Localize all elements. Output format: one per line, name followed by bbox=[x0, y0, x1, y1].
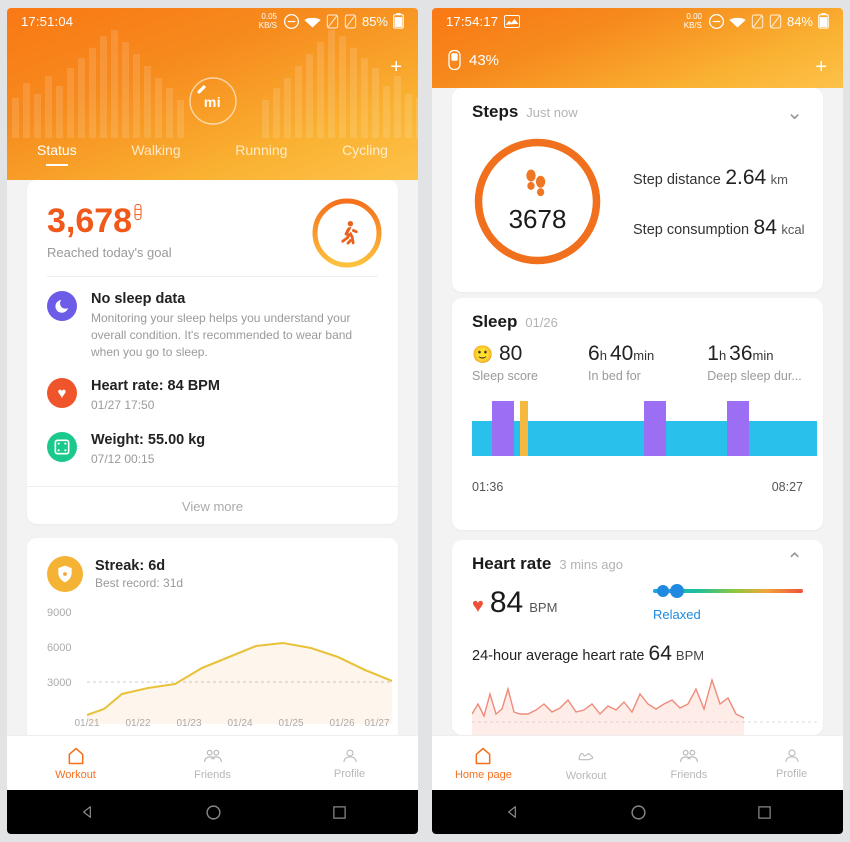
svg-text:3000: 3000 bbox=[47, 677, 71, 689]
svg-text:6000: 6000 bbox=[47, 642, 71, 654]
svg-text:9000: 9000 bbox=[47, 607, 71, 619]
svg-text:01/25: 01/25 bbox=[278, 718, 303, 728]
svg-text:01/23: 01/23 bbox=[176, 718, 201, 728]
svg-text:01/26: 01/26 bbox=[329, 718, 354, 728]
svg-text:01/22: 01/22 bbox=[125, 718, 150, 728]
svg-text:01/24: 01/24 bbox=[227, 718, 252, 728]
svg-text:01/21: 01/21 bbox=[74, 718, 99, 728]
svg-text:01/27: 01/27 bbox=[364, 718, 389, 728]
